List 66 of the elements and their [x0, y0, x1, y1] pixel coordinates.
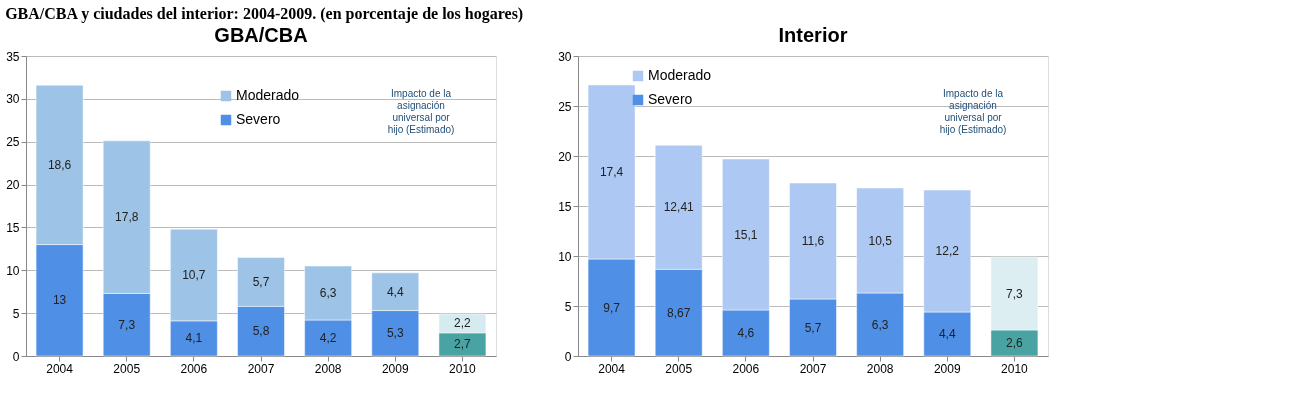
data-label: 12,41	[663, 200, 695, 215]
data-label: 12,2	[935, 244, 960, 258]
y-tick-label: 0	[564, 349, 572, 364]
legend-label: Severo	[236, 111, 281, 127]
data-label: 10,7	[182, 268, 206, 282]
data-label: 7,3	[118, 317, 136, 332]
data-label: 18,6	[47, 157, 72, 172]
y-tick-label: 5	[564, 299, 572, 314]
data-label: 2,2	[454, 316, 472, 331]
x-tick-label: 2009	[933, 361, 961, 376]
data-label: 5,3	[386, 326, 404, 341]
y-tick-label: 25	[6, 135, 20, 150]
data-label: 5,8	[252, 324, 270, 339]
annotation: Impacto de la asignación universal por hijo (Estimado)	[939, 88, 1007, 135]
data-label: 2,6	[1006, 336, 1024, 350]
x-tick-label: 2004	[46, 361, 74, 376]
x-tick-label: 2006	[732, 361, 760, 376]
x-tick-label: 2010	[1001, 361, 1029, 376]
data-label: 13	[52, 293, 67, 308]
data-label: 11,6	[801, 234, 825, 248]
data-label: 4,6	[737, 326, 755, 340]
chart-title: Interior	[778, 24, 848, 46]
y-tick-label: 30	[6, 92, 20, 107]
legend-label: Severo	[648, 91, 693, 107]
x-tick-label: 2010	[449, 361, 477, 376]
y-tick-label: 5	[12, 306, 20, 321]
data-label: 7,3	[1006, 286, 1024, 301]
data-label: 5,7	[804, 320, 822, 335]
y-tick-label: 10	[6, 263, 20, 278]
y-tick-label: 0	[12, 349, 20, 364]
data-label: 10,5	[868, 233, 893, 248]
data-label: 4,4	[386, 284, 404, 299]
x-tick-label: 2007	[799, 361, 827, 376]
x-tick-label: 2007	[247, 361, 275, 376]
data-label: 15,1	[734, 227, 758, 242]
x-tick-label: 2009	[381, 361, 409, 376]
data-label: 5,7	[252, 274, 270, 289]
x-tick-label: 2005	[113, 361, 141, 376]
x-tick-label: 2008	[314, 361, 342, 376]
data-label: 4,2	[319, 331, 337, 345]
y-tick-label: 20	[6, 178, 20, 193]
annotation: Impacto de la asignación universal por hijo (Estimado)	[387, 88, 455, 135]
x-tick-label: 2005	[665, 361, 693, 376]
legend-label: Moderado	[648, 67, 712, 83]
data-label: 4,1	[185, 331, 203, 346]
x-tick-label: 2004	[598, 361, 626, 376]
y-tick-label: 30	[558, 49, 572, 64]
y-tick-label: 15	[6, 220, 20, 235]
data-label: 6,3	[871, 317, 889, 332]
data-label: 4,4	[938, 327, 956, 341]
y-tick-label: 20	[558, 149, 572, 164]
data-label: 17,8	[115, 210, 139, 225]
y-tick-label: 10	[558, 249, 572, 264]
y-tick-label: 15	[558, 199, 572, 214]
data-label: 8,67	[667, 305, 691, 320]
chart-subtitle: GBA/CBA y ciudades del interior: 2004-2009. (en porcentaje de los hogares)	[5, 4, 524, 23]
x-tick-label: 2008	[866, 361, 894, 376]
data-label: 6,3	[319, 286, 337, 300]
x-tick-label: 2006	[180, 361, 208, 376]
y-tick-label: 25	[558, 99, 572, 114]
legend-label: Moderado	[236, 87, 300, 103]
data-label: 9,7	[603, 300, 621, 315]
y-tick-label: 35	[6, 49, 20, 64]
chart-title: GBA/CBA	[214, 24, 308, 46]
data-label: 2,7	[454, 337, 472, 352]
data-label: 17,4	[599, 165, 624, 179]
